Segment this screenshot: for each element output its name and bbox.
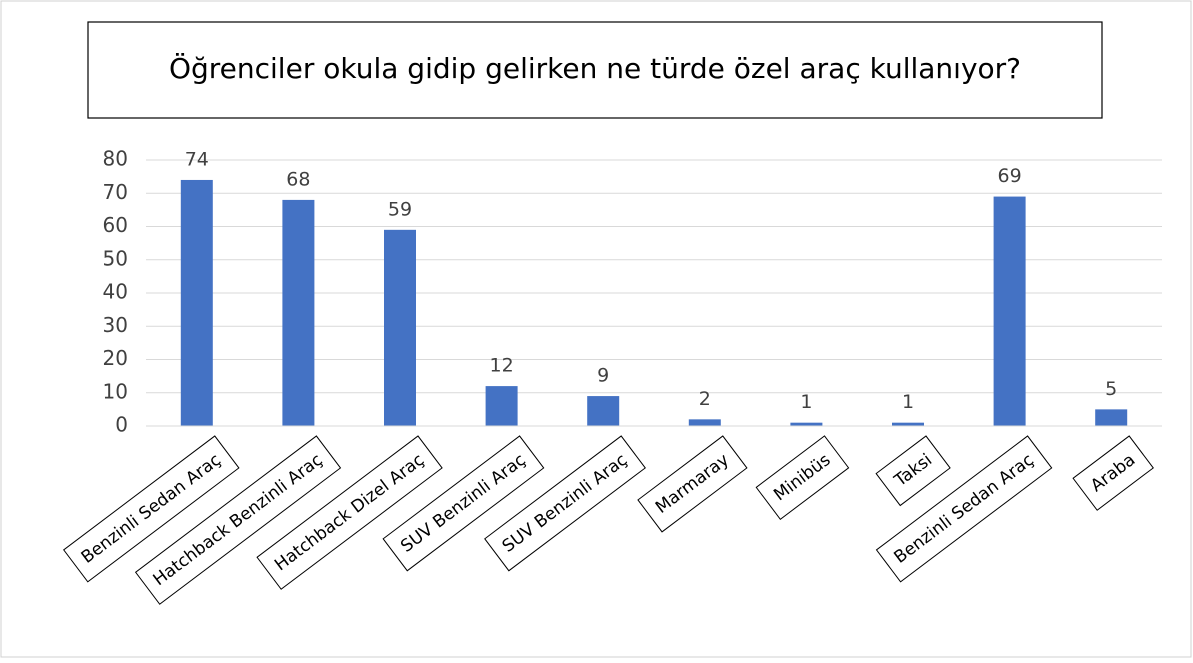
title-box [87,21,1103,119]
bar [180,179,213,426]
data-label: 74 [185,148,209,170]
bar [587,396,620,426]
data-label: 69 [998,165,1022,187]
y-tick-label: 70 [103,180,128,204]
x-tick-box [637,435,748,533]
data-label: 68 [286,168,310,190]
x-tick-box [755,435,850,520]
bar [282,199,315,426]
bar [1095,409,1128,426]
x-tick-box [875,435,1053,583]
bar [485,386,518,426]
x-tick-group: Taksi [875,435,951,507]
data-label: 5 [1105,378,1117,400]
chart-title: Öğrenciler okula gidip gelirken ne türde… [169,51,1021,85]
bar [892,422,924,426]
data-label: 59 [388,198,412,220]
y-tick-label: 50 [103,246,128,270]
data-label: 1 [800,391,812,413]
bar [384,229,416,426]
data-label: 12 [490,355,514,377]
data-label: 1 [902,391,914,413]
data-label: 9 [597,365,609,387]
x-tick-box [1072,435,1154,511]
y-tick-label: 0 [115,413,128,437]
x-tick-box [134,435,342,605]
x-tick-box [484,435,646,572]
y-tick-label: 30 [103,313,128,337]
x-tick-box [875,435,951,507]
y-tick-label: 20 [103,346,128,370]
y-tick-label: 80 [103,147,128,171]
y-tick-label: 60 [103,213,128,237]
bar [993,196,1026,426]
x-tick-box [382,435,545,572]
x-tick-box [63,435,240,583]
bar [688,419,721,426]
y-tick-label: 10 [103,379,128,403]
bar [790,422,823,426]
x-tick-box [256,435,443,590]
data-label: 2 [699,388,711,410]
y-tick-label: 40 [103,280,128,304]
